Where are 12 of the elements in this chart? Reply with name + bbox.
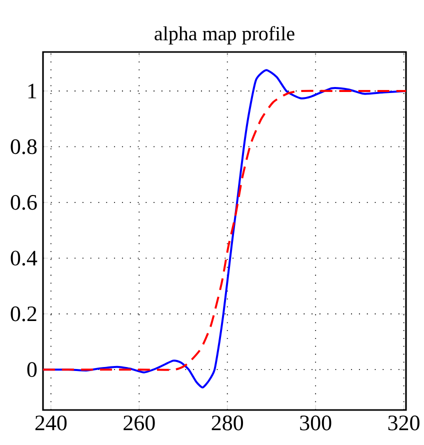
y-tick-label: 0.4 (10, 250, 38, 266)
y-tick-label: 0.6 (10, 194, 38, 210)
x-tick-label: 300 (300, 416, 332, 430)
y-tick-label: 0.8 (10, 139, 37, 154)
y-tick-label: 0.2 (10, 306, 36, 322)
y-tick-label: 0 (27, 362, 37, 378)
x-tick-label: 320 (388, 416, 420, 430)
y-tick-label: 1 (28, 84, 36, 98)
x-tick-label: 260 (124, 416, 155, 430)
chart-title: alpha map profile (154, 26, 295, 44)
x-tick-label: 280 (212, 416, 244, 430)
x-tick-label: 240 (36, 416, 67, 430)
